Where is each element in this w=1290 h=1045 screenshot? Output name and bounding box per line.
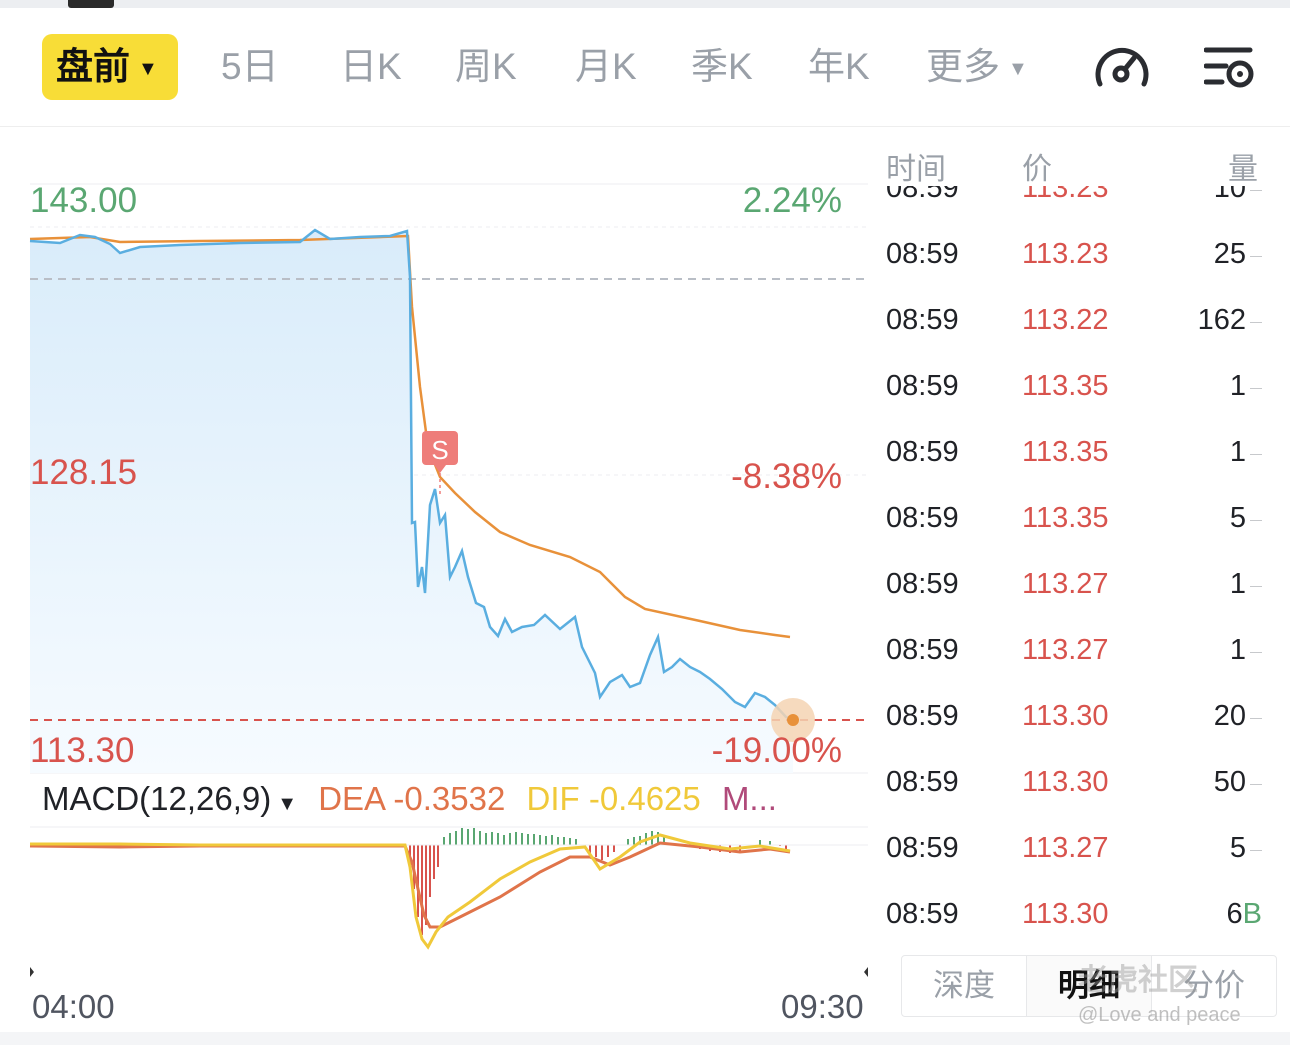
tick-row: 08:59 113.30 6B [886,898,1262,930]
top-pct-label: 2.24% [742,181,842,220]
ticks-header: 时间 价 量 [886,140,1272,186]
header-volume: 量 [1228,153,1258,186]
detail-subtabs: 深度 明细 分价 [901,955,1277,1017]
macd-params[interactable]: MACD(12,26,9) [42,780,272,817]
tab-month-k[interactable]: 月K [575,46,637,87]
chart-scroll-right-icon [864,967,868,977]
tick-row: 08:59 113.35 5 [886,490,1276,556]
bottom-bar [0,1032,1290,1045]
chart-scroll-left-icon [30,967,34,977]
tab-more[interactable]: 更多 ▼ [926,34,1028,100]
tab-week-k[interactable]: 周K [455,46,517,87]
tick-row: 08:59 113.27 1 [886,556,1276,622]
header-price: 价 [1022,153,1052,186]
tab-day-k[interactable]: 日K [340,46,402,87]
tab-quarter-k[interactable]: 季K [691,46,753,87]
tick-row: 08:59 113.35 1 [886,358,1276,424]
mid-price-label: 128.15 [30,453,138,492]
dif-value: DIF -0.4625 [526,780,701,817]
buy-flag: B [1242,898,1262,930]
tick-row: 08:59 113.30 20 [886,688,1276,754]
dif-line [30,833,791,950]
dea-line [29,841,791,929]
speedometer-icon[interactable] [1092,44,1152,97]
time-axis-end: 09:30 [781,988,864,1025]
bottom-price-label: 113.30 [30,731,135,770]
tab-premarket-label: 盘前 [56,46,130,87]
status-bar-shade [0,0,1290,8]
bottom-pct-label: -19.00% [711,731,842,770]
tick-row: 08:59 113.27 5 [886,820,1276,886]
dea-value: DEA -0.3532 [318,780,506,817]
tick-row: 08:59 113.30 50 [886,754,1276,820]
price-chart[interactable]: S [0,127,880,1045]
caret-down-icon: ▼ [277,793,298,815]
top-price-label: 143.00 [30,181,138,220]
tab-year-k[interactable]: 年K [808,46,870,87]
macd-histogram [409,828,787,935]
caret-down-icon: ▼ [138,58,158,81]
watermark-user: @Love and peace [1078,1004,1241,1026]
average-price-line [29,234,791,639]
macd-legend[interactable]: MACD(12,26,9) ▼ DEA -0.3532 DIF -0.4625 M… [42,780,789,818]
current-price-dot [787,714,799,726]
sell-signal-marker[interactable]: S [422,431,458,495]
time-axis-start: 04:00 [32,988,115,1025]
tab-premarket[interactable]: 盘前 ▼ [42,34,178,100]
period-tabs: 盘前 ▼ 5日 日K 周K 月K 季K 年K 更多 ▼ [0,34,1290,104]
subtab-depth[interactable]: 深度 [933,968,995,1003]
caret-down-icon: ▼ [1008,58,1028,81]
chart-settings-icon[interactable] [1203,44,1256,97]
subtab-price-distribution[interactable]: 分价 [1151,956,1276,1016]
subtab-details[interactable]: 明细 [1026,956,1151,1016]
watermark-site: 老虎社区 [1078,964,1198,997]
trade-ticks-list[interactable]: 08:59 113.23 10 08:59 113.23 25 08:59 113.2… [886,130,1276,960]
tab-more-label: 更多 [926,46,1000,87]
tick-row: 08:59 113.22 162 [886,292,1276,358]
svg-text:S: S [431,435,448,465]
mid-pct-label: -8.38% [731,457,842,496]
price-line [29,228,794,722]
macd-more: M... [721,780,777,817]
tick-row: 08:59 113.35 1 [886,424,1276,490]
header-divider [0,126,1290,127]
status-bar-indicator [68,0,114,8]
tick-row: 08:59 113.27 1 [886,622,1276,688]
tick-row: 08:59 113.23 25 [886,226,1276,292]
tab-5day[interactable]: 5日 [221,46,279,87]
header-time: 时间 [886,153,946,186]
